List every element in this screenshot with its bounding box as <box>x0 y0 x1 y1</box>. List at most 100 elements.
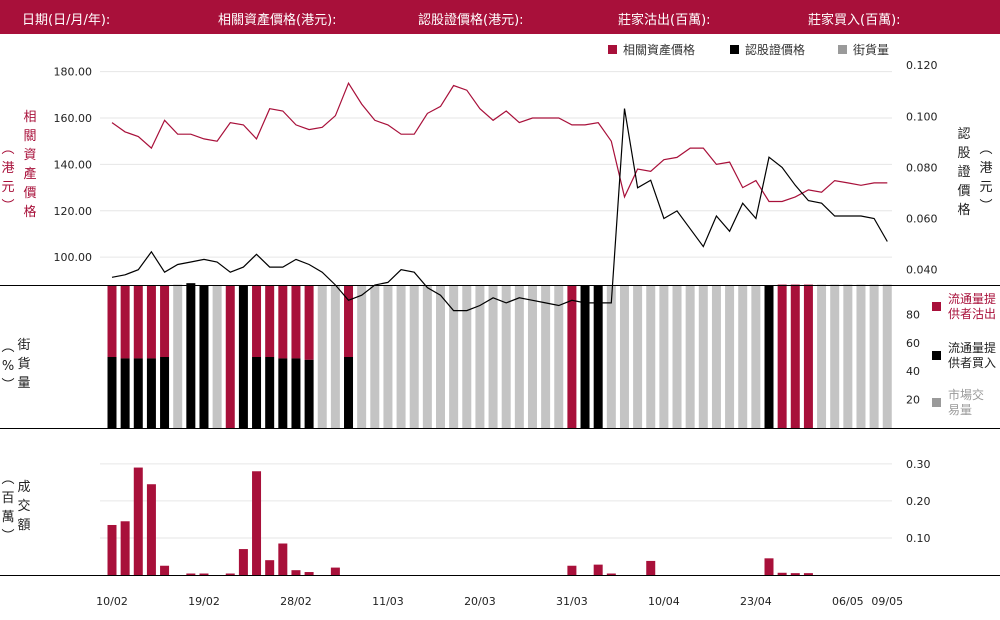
left-price-unit-label: ︵ 港元 ︶ <box>1 142 15 214</box>
side-legend-lp-sell: 流通量提供者沽出 <box>932 292 1000 326</box>
warrant-price-label: 認股證價格(港元): <box>418 13 524 28</box>
outstanding-bar <box>738 286 748 428</box>
outstanding-bar <box>619 286 629 428</box>
lp-sell-legend-label: 流通量提供者沽出 <box>948 292 997 321</box>
volume-bar <box>764 558 774 575</box>
outstanding-tick: 40 <box>906 365 920 378</box>
outstanding-bar-lower <box>107 357 117 428</box>
right-price-tick: 0.060 <box>906 213 938 226</box>
outstanding-bar <box>527 286 537 428</box>
left-price-tick: 180.00 <box>54 66 93 79</box>
volume-tick: 0.30 <box>906 458 931 471</box>
outstanding-bar <box>698 286 708 428</box>
legend-label-2: 認股證價格 <box>745 42 805 57</box>
outstanding-bar <box>633 286 643 428</box>
outstanding-bar <box>541 286 551 428</box>
outstanding-bar <box>146 286 156 359</box>
outstanding-bar <box>803 284 813 428</box>
volume-bar <box>606 573 616 575</box>
volume-axis-label: 成交額 <box>17 480 31 533</box>
outstanding-bar <box>265 286 275 357</box>
x-tick-label: 20/03 <box>464 595 496 608</box>
outstanding-bar <box>238 286 248 428</box>
left-price-tick: 120.00 <box>54 205 93 218</box>
market-swatch <box>932 398 941 407</box>
x-tick-label: 31/03 <box>556 595 588 608</box>
mm-buy-label: 莊家買入(百萬): <box>808 13 901 28</box>
volume-bar <box>225 573 235 575</box>
outstanding-bar <box>672 286 682 428</box>
right-price-axis-label: 認股證價格 <box>957 127 971 218</box>
right-price-unit-label: ︵ 港元 ︶ <box>979 142 993 214</box>
volume-bar <box>278 543 288 575</box>
right-price-tick: 0.040 <box>906 264 938 277</box>
outstanding-bar <box>882 284 892 428</box>
left-price-tick: 160.00 <box>54 112 93 125</box>
underlying-price-label: 相關資產價格(港元): <box>218 13 337 28</box>
x-tick-label: 10/02 <box>96 595 128 608</box>
outstanding-bar-lower <box>133 358 143 428</box>
volume-bar <box>646 560 656 575</box>
outstanding-bar-lower <box>265 357 275 428</box>
outstanding-bar <box>593 286 603 428</box>
outstanding-bar-lower <box>160 357 170 428</box>
x-tick-label: 06/05 <box>832 595 864 608</box>
volume-bar <box>146 484 156 575</box>
outstanding-bar <box>856 284 866 428</box>
outstanding-bar <box>764 286 774 428</box>
volume-bar <box>790 573 800 575</box>
lp-buy-swatch <box>932 351 941 360</box>
legend-label-1: 相關資產價格 <box>623 42 695 57</box>
left-price-tick: 140.00 <box>54 158 93 171</box>
x-tick-label: 28/02 <box>280 595 312 608</box>
outstanding-bar-lower <box>252 357 262 428</box>
outstanding-bar-lower <box>304 359 314 428</box>
outstanding-bar <box>790 284 800 428</box>
volume-bar <box>567 565 577 575</box>
left-price-axis-label: 相關資產價格 <box>23 110 37 220</box>
volume-bar <box>238 549 248 575</box>
legend-label-3: 街貨量 <box>853 42 889 57</box>
outstanding-bar <box>554 286 564 428</box>
outstanding-bar <box>685 286 695 428</box>
x-tick-label: 10/04 <box>648 595 680 608</box>
outstanding-bar <box>186 283 196 428</box>
outstanding-bar <box>606 286 616 428</box>
outstanding-tick: 20 <box>906 394 920 407</box>
volume-bar <box>304 572 314 575</box>
outstanding-bar <box>501 286 511 428</box>
outstanding-bar <box>646 286 656 428</box>
outstanding-bar <box>777 284 787 428</box>
outstanding-bar-lower <box>120 358 130 428</box>
lp-buy-legend-label: 流通量提供者買入 <box>948 341 997 370</box>
outstanding-bar <box>475 286 485 428</box>
outstanding-bar <box>357 286 367 428</box>
volume-bar <box>133 467 143 575</box>
header-bar: 日期(日/月/年): 相關資產價格(港元): 認股證價格(港元): 莊家沽出(百… <box>0 0 1000 34</box>
outstanding-bar <box>212 286 222 428</box>
outstanding-bar <box>120 286 130 359</box>
outstanding-bar <box>567 286 577 428</box>
outstanding-bar-lower <box>291 358 301 428</box>
x-tick-label: 11/03 <box>372 595 404 608</box>
outstanding-bar-lower <box>146 358 156 428</box>
outstanding-bar <box>659 286 669 428</box>
outstanding-tick: 60 <box>906 337 920 350</box>
outstanding-bar <box>449 286 459 428</box>
legend-swatch-1 <box>608 45 617 54</box>
x-tick-label: 09/05 <box>871 595 903 608</box>
x-tick-label: 23/04 <box>740 595 772 608</box>
mm-sell-label: 莊家沽出(百萬): <box>618 13 711 28</box>
side-legend-lp-buy: 流通量提供者買入 <box>932 341 1000 375</box>
outstanding-bar <box>817 284 827 428</box>
right-price-tick: 0.120 <box>906 59 938 72</box>
outstanding-bar <box>278 286 288 359</box>
outstanding-bar <box>225 286 235 428</box>
outstanding-bar <box>711 286 721 428</box>
outstanding-bar <box>160 286 170 357</box>
outstanding-bar <box>133 286 143 359</box>
volume-bar <box>107 524 117 575</box>
outstanding-tick: 80 <box>906 308 920 321</box>
outstanding-bar <box>107 286 117 357</box>
